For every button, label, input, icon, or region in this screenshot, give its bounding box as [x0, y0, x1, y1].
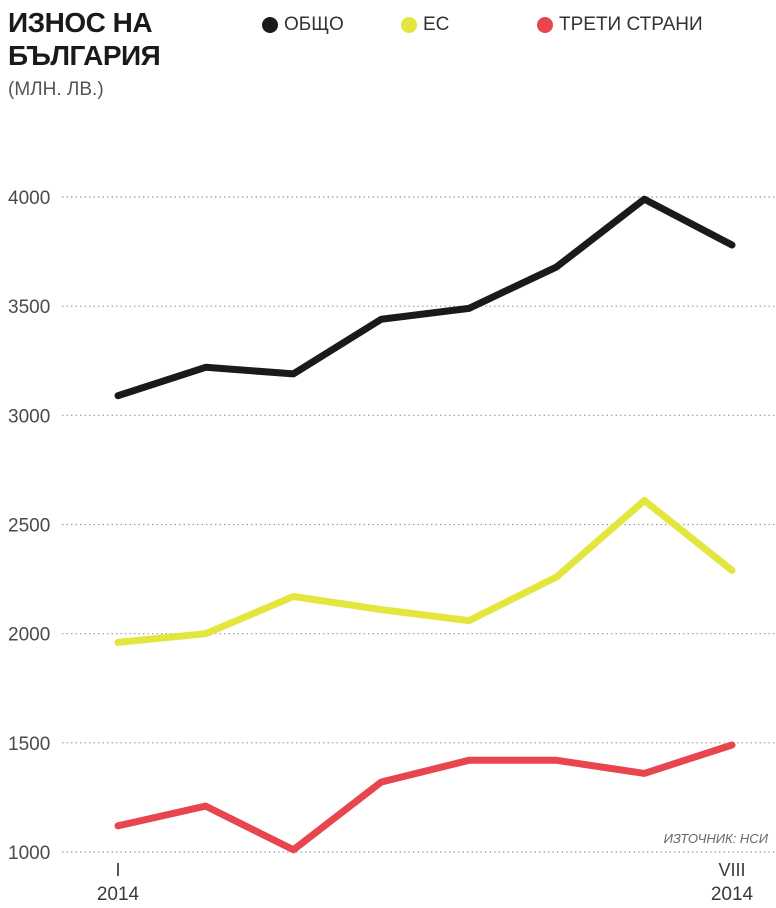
- title-line-2: БЪЛГАРИЯ: [8, 40, 161, 71]
- legend-dot-total: [262, 17, 278, 33]
- y-tick-label-2500: 2500: [8, 516, 50, 537]
- y-tick-label-1500: 1500: [8, 734, 50, 755]
- y-tick-label-1000: 1000: [8, 843, 50, 864]
- x-tick-label-month-VIII: VIII: [718, 860, 745, 880]
- x-tick-label-year-VIII: 2014: [711, 884, 754, 905]
- legend-dot-third-countries: [537, 17, 553, 33]
- series-line-2: [114, 741, 736, 854]
- y-tick-label-4000: 4000: [8, 188, 50, 209]
- legend-label-eu: ЕС: [423, 14, 450, 35]
- source-note: ИЗТОЧНИК: НСИ: [663, 831, 768, 846]
- legend-dot-eu: [401, 17, 417, 33]
- legend-item-total: ОБЩО: [262, 14, 344, 36]
- x-tick-label-month-I: I: [115, 860, 120, 880]
- title-line-1: ИЗНОС НА: [8, 7, 153, 38]
- legend-item-eu: ЕС: [401, 14, 449, 36]
- chart-title: ИЗНОС НА БЪЛГАРИЯ: [8, 6, 208, 72]
- legend-item-third-countries: ТРЕТИ СТРАНИ: [537, 14, 703, 36]
- y-tick-label-2000: 2000: [8, 625, 50, 646]
- legend: ОБЩО ЕС ТРЕТИ СТРАНИ: [0, 14, 776, 40]
- legend-label-total: ОБЩО: [284, 14, 344, 35]
- chart-subtitle: (МЛН. ЛВ.): [8, 79, 104, 100]
- legend-label-third-countries: ТРЕТИ СТРАНИ: [559, 14, 703, 35]
- y-tick-label-3000: 3000: [8, 406, 50, 427]
- series-line-0: [114, 195, 736, 400]
- y-tick-label-3500: 3500: [8, 297, 50, 318]
- series-line-1: [114, 497, 736, 646]
- x-tick-label-year-I: 2014: [97, 884, 140, 905]
